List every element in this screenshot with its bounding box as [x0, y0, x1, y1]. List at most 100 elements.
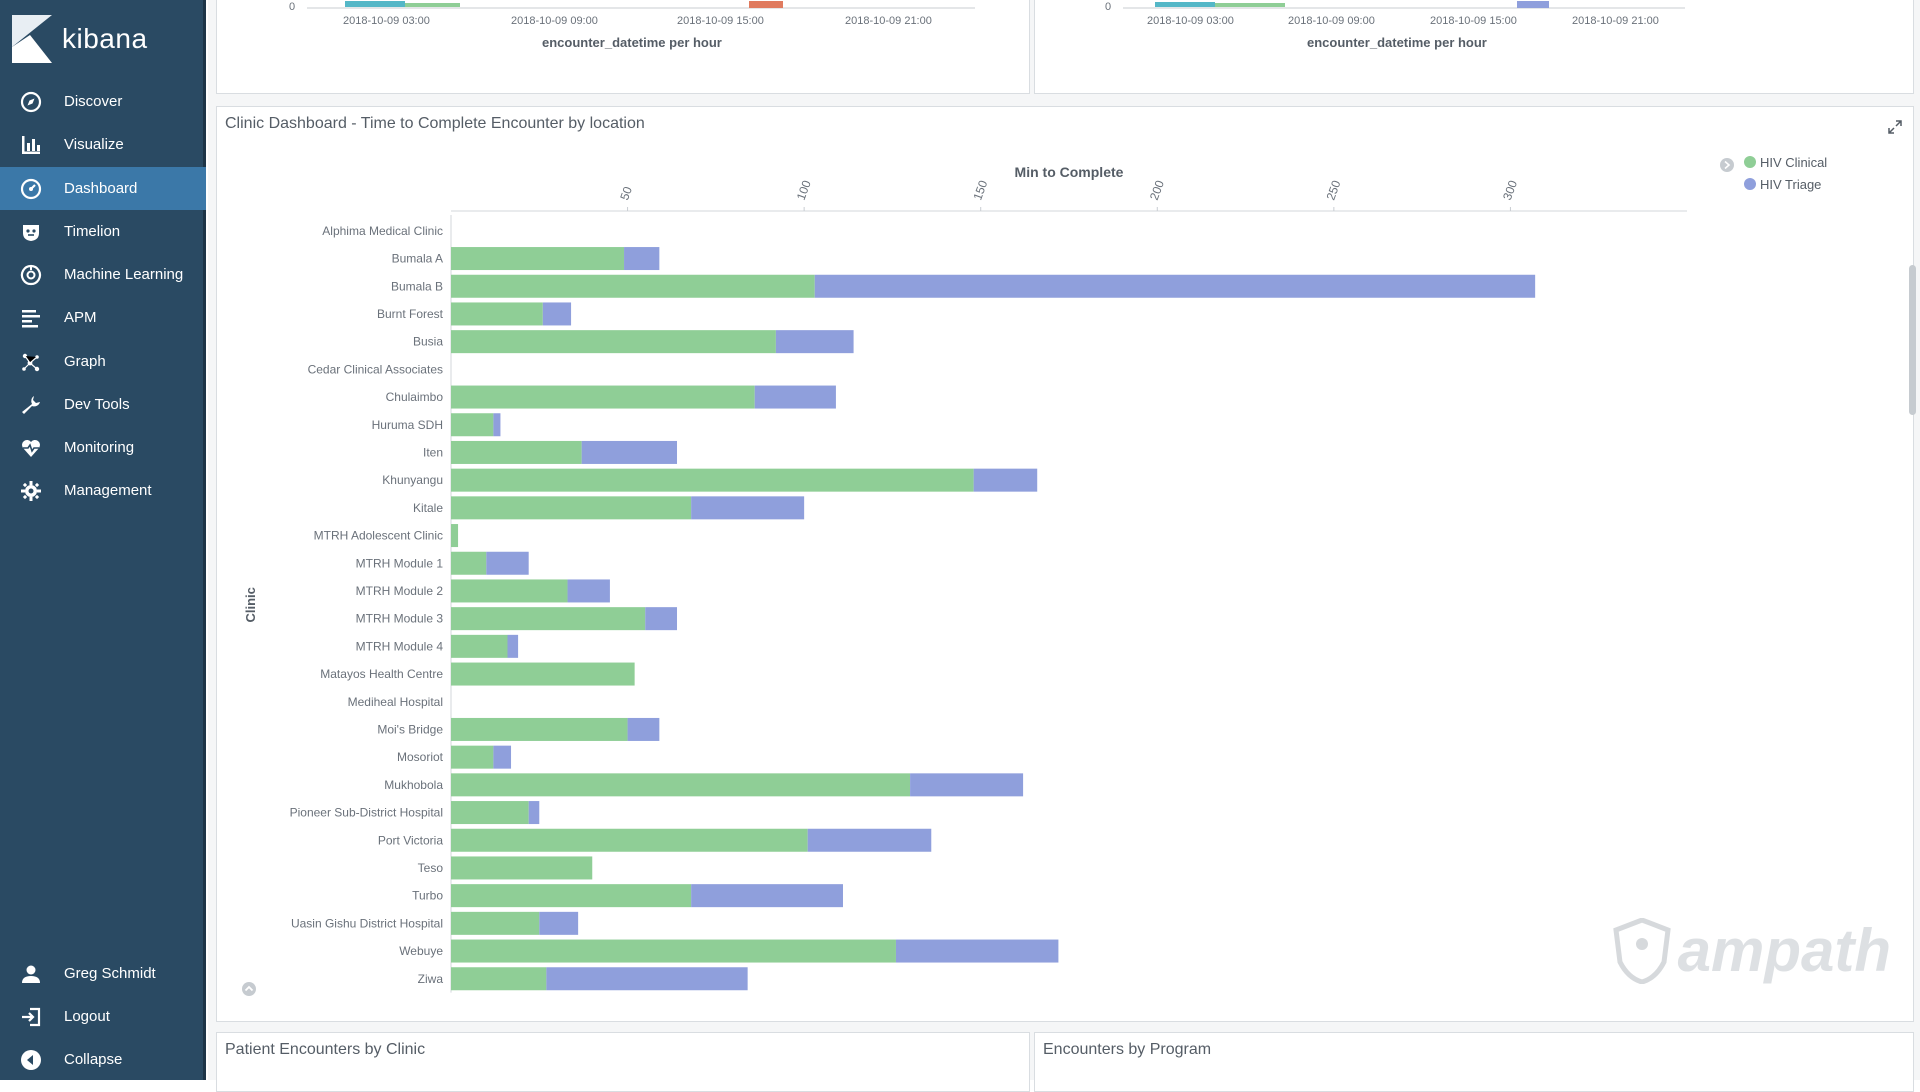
x-tick: 2018-10-09 15:00 — [677, 15, 764, 27]
category-label: Pioneer Sub-District Hospital — [290, 806, 443, 820]
nav-graph[interactable]: Graph — [0, 340, 206, 383]
nav-label: Machine Learning — [64, 266, 184, 283]
bar-hiv-clinical — [451, 967, 547, 991]
bar-hiv-clinical — [451, 884, 692, 908]
machine-learning-icon — [18, 262, 44, 288]
bar-hiv-triage — [624, 247, 660, 271]
x-tick: 2018-10-09 09:00 — [511, 15, 598, 27]
top-right-panel: 0 2018-10-09 03:00 2018-10-09 09:00 2018… — [1034, 0, 1914, 94]
collapse-legend-icon[interactable] — [241, 981, 257, 997]
x-tick: 2018-10-09 21:00 — [845, 15, 932, 27]
legend-label: HIV Clinical — [1760, 155, 1827, 170]
bar-hiv-triage — [507, 634, 519, 658]
nav-discover[interactable]: Discover — [0, 80, 206, 123]
bar-hiv-clinical — [451, 524, 459, 548]
bar-hiv-triage — [645, 607, 678, 631]
bar-hiv-triage — [581, 440, 678, 464]
x-axis-title: encounter_datetime per hour — [1307, 35, 1487, 50]
category-label: Bumala B — [391, 279, 443, 293]
category-label: MTRH Module 2 — [356, 584, 444, 598]
bar-hiv-clinical — [451, 773, 911, 797]
nav-monitoring[interactable]: Monitoring — [0, 426, 206, 469]
legend-label: HIV Triage — [1760, 177, 1821, 192]
gear-icon — [18, 478, 44, 504]
category-label: Moi's Bridge — [377, 722, 443, 736]
category-label: Mosoriot — [397, 750, 444, 764]
ampath-shield-icon — [1612, 917, 1671, 984]
nav-machine-learning[interactable]: Machine Learning — [0, 253, 206, 296]
mini-series-mark — [405, 3, 460, 7]
bar-hiv-clinical — [451, 302, 543, 326]
bar-hiv-triage — [567, 579, 610, 603]
bar-hiv-clinical — [451, 551, 487, 575]
x-tick-label: 100 — [794, 178, 814, 202]
page-scrollbar[interactable] — [1909, 265, 1916, 415]
bar-hiv-triage — [546, 967, 748, 991]
bar-hiv-triage — [814, 274, 1536, 298]
x-tick: 2018-10-09 03:00 — [1147, 15, 1234, 27]
bar-hiv-triage — [539, 911, 579, 935]
y-tick: 0 — [289, 1, 296, 13]
user-name: Greg Schmidt — [64, 965, 156, 982]
category-label: Matayos Health Centre — [320, 667, 443, 681]
bar-hiv-triage — [754, 385, 836, 409]
category-label: MTRH Module 4 — [356, 639, 444, 653]
kibana-logo[interactable]: kibana — [12, 14, 148, 64]
heartbeat-icon — [18, 435, 44, 461]
nav-label: Timelion — [64, 223, 121, 240]
bar-chart: Min to Complete Clinic 50 100 150 200 250 300 Al… — [243, 155, 1827, 993]
mini-series-mark — [749, 1, 783, 8]
bar-hiv-clinical — [451, 911, 540, 935]
nav-dev-tools[interactable]: Dev Tools — [0, 383, 206, 426]
mini-series-mark — [1517, 1, 1549, 8]
bar-hiv-clinical — [451, 828, 808, 852]
watermark-text: ampath — [1677, 917, 1891, 984]
x-tick-label: 200 — [1147, 178, 1167, 202]
panel-title: Clinic Dashboard - Time to Complete Enco… — [225, 115, 645, 132]
top-left-panel: 0 2018-10-09 03:00 2018-10-09 09:00 2018… — [216, 0, 1030, 94]
bar-hiv-clinical — [451, 634, 508, 658]
bar-hiv-triage — [493, 745, 512, 769]
x-tick-label: 300 — [1500, 178, 1520, 202]
bar-hiv-triage — [910, 773, 1024, 797]
nav-timelion[interactable]: Timelion — [0, 210, 206, 253]
bar-hiv-triage — [973, 468, 1038, 492]
collapse-icon — [18, 1047, 44, 1073]
legend-swatch — [1744, 156, 1756, 168]
bar-hiv-clinical — [451, 717, 628, 741]
category-label: Alphima Medical Clinic — [322, 224, 443, 238]
nav-dashboard[interactable]: Dashboard — [0, 167, 206, 210]
bar-hiv-triage — [691, 884, 843, 908]
user-icon — [18, 961, 44, 987]
x-tick: 2018-10-09 15:00 — [1430, 15, 1517, 27]
bar-hiv-clinical — [451, 856, 593, 880]
encounters-by-program-panel: Encounters by Program — [1034, 1032, 1914, 1092]
category-label: Webuye — [399, 944, 443, 958]
bar-hiv-triage — [528, 801, 540, 825]
nav-label: APM — [64, 309, 97, 326]
ampath-watermark: ampath — [1612, 916, 1891, 985]
category-label: Khunyangu — [382, 473, 443, 487]
legend-toggle-chevron — [1724, 160, 1731, 170]
bar-hiv-clinical — [451, 274, 815, 298]
legend-toggle-icon[interactable] — [1720, 158, 1734, 172]
nav-apm[interactable]: APM — [0, 296, 206, 339]
category-label: Cedar Clinical Associates — [308, 362, 443, 376]
nav-collapse[interactable]: Collapse — [0, 1038, 206, 1081]
bar-hiv-clinical — [451, 330, 776, 354]
nav-management[interactable]: Management — [0, 469, 206, 512]
apm-icon — [18, 305, 44, 331]
nav-label: Discover — [64, 93, 123, 110]
bar-hiv-triage — [493, 413, 501, 437]
nav-user[interactable]: Greg Schmidt — [0, 952, 206, 995]
nav-visualize[interactable]: Visualize — [0, 123, 206, 166]
bar-hiv-clinical — [451, 607, 646, 631]
panel-title: Patient Encounters by Clinic — [225, 1041, 426, 1058]
wrench-icon — [18, 392, 44, 418]
compass-icon — [18, 89, 44, 115]
dashboard-icon — [18, 176, 44, 202]
x-tick-label: 150 — [970, 178, 990, 202]
nav-logout[interactable]: Logout — [0, 995, 206, 1038]
x-tick: 2018-10-09 09:00 — [1288, 15, 1375, 27]
expand-icon[interactable] — [1887, 119, 1903, 135]
